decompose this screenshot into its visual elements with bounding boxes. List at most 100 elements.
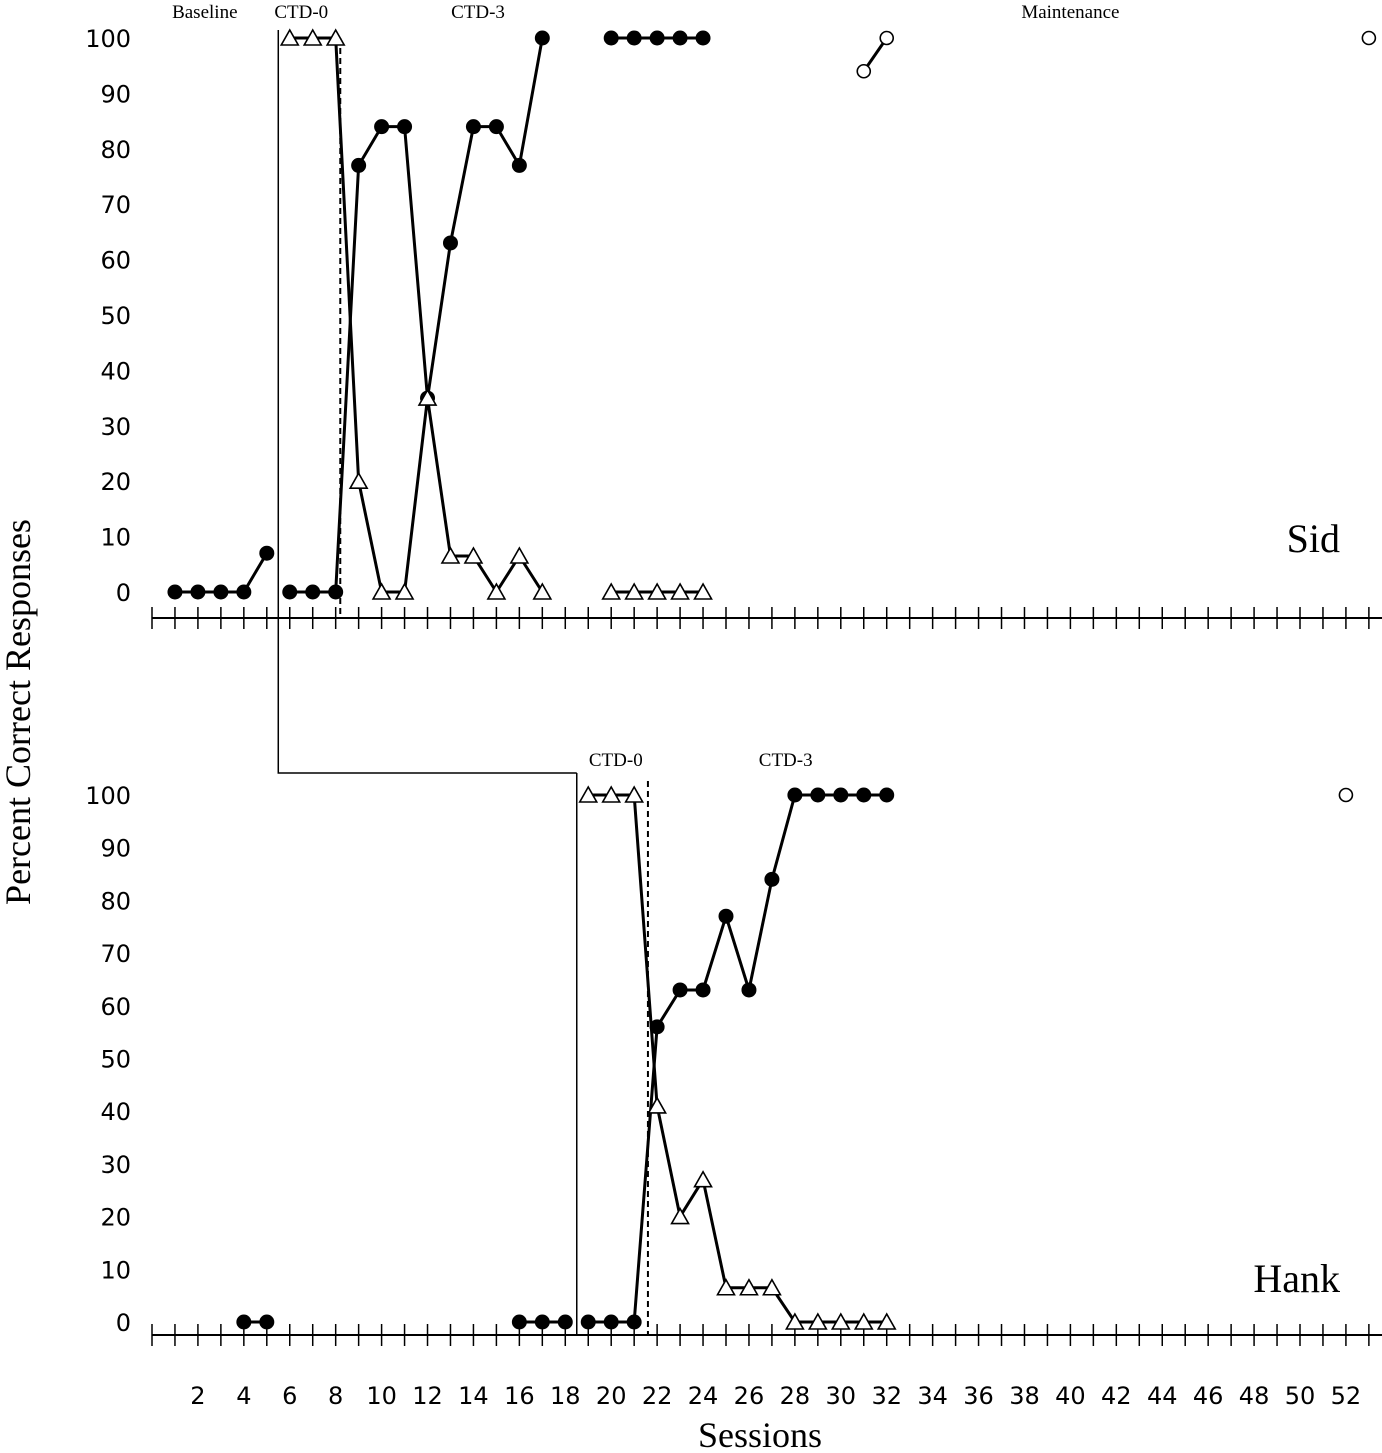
x-tick-label: 26 [734, 1382, 765, 1410]
data-point [672, 982, 688, 998]
data-point [532, 582, 553, 600]
x-tick-label: 16 [504, 1382, 535, 1410]
x-tick-label: 46 [1193, 1382, 1224, 1410]
series-line [289, 36, 544, 595]
data-point [259, 1314, 275, 1330]
participant-name: Hank [1253, 1256, 1340, 1301]
x-tick-label: 38 [1009, 1382, 1040, 1410]
x-tick-label: 34 [917, 1382, 948, 1410]
data-point [465, 119, 481, 135]
data-point [603, 30, 619, 46]
y-tick-label: 70 [100, 191, 131, 219]
phase-label: CTD-0 [274, 2, 328, 23]
phase-label: CTD-3 [759, 750, 813, 771]
data-point [440, 546, 461, 564]
data-point [325, 28, 346, 46]
data-point [351, 157, 367, 173]
x-tick-label: 20 [596, 1382, 627, 1410]
data-point [785, 1312, 805, 1330]
data-point [741, 982, 757, 998]
x-tick-label: 6 [282, 1382, 297, 1410]
phase-label: Maintenance [1021, 2, 1119, 23]
data-point [647, 1096, 667, 1114]
x-tick-label: 50 [1285, 1382, 1316, 1410]
data-point [879, 787, 895, 803]
y-tick-label: 0 [116, 1309, 131, 1337]
x-tick-label: 30 [826, 1382, 857, 1410]
series-line [588, 793, 887, 1324]
x-tick-label: 24 [688, 1382, 719, 1410]
series-circle-open [856, 30, 1377, 79]
data-point [856, 63, 872, 79]
phase-label: CTD-0 [589, 750, 643, 771]
y-tick-label: 90 [100, 80, 131, 108]
data-point [463, 546, 484, 564]
x-axis-title: Sessions [698, 1415, 822, 1453]
data-point [716, 1278, 736, 1296]
y-tick-label: 60 [100, 247, 131, 275]
x-tick-label: 42 [1101, 1382, 1132, 1410]
data-point [557, 1314, 573, 1330]
data-point [486, 582, 507, 600]
data-point [762, 1278, 782, 1296]
data-point [1361, 30, 1377, 46]
participant-name: Sid [1287, 516, 1340, 561]
phase-connector-line [277, 618, 577, 774]
data-point [764, 871, 780, 887]
data-point [488, 119, 504, 135]
series-circle-filled [167, 30, 711, 600]
data-point [442, 235, 458, 251]
x-tick-label: 48 [1239, 1382, 1270, 1410]
data-point [649, 1019, 665, 1035]
x-tick-label: 36 [963, 1382, 994, 1410]
y-tick-label: 20 [100, 468, 131, 496]
y-tick-label: 100 [85, 25, 131, 53]
y-tick-label: 20 [100, 1204, 131, 1232]
y-tick-label: 60 [100, 993, 131, 1021]
series-circle-filled [236, 787, 895, 1330]
data-point [810, 787, 826, 803]
y-tick-label: 80 [100, 887, 131, 915]
data-point [624, 582, 645, 600]
data-point [624, 785, 645, 803]
data-point [670, 1206, 690, 1225]
data-point [328, 584, 344, 600]
data-point [601, 582, 622, 600]
y-tick-label: 30 [100, 413, 131, 441]
y-tick-label: 70 [100, 940, 131, 968]
data-point [511, 157, 527, 173]
data-point [649, 30, 665, 46]
data-point [626, 1314, 642, 1330]
data-point [259, 545, 275, 561]
x-tick-label: 8 [328, 1382, 343, 1410]
data-point [374, 119, 390, 135]
y-tick-label: 50 [100, 302, 131, 330]
x-tick-label: 28 [780, 1382, 811, 1410]
y-tick-label: 90 [100, 835, 131, 863]
data-point [213, 584, 229, 600]
data-point [670, 582, 690, 600]
data-point [853, 1312, 874, 1330]
data-point [509, 546, 530, 564]
series-triangle-open [578, 785, 897, 1330]
x-tick-label: 12 [412, 1382, 443, 1410]
x-tick-label: 52 [1331, 1382, 1362, 1410]
data-point [511, 1314, 527, 1330]
data-point [305, 584, 321, 600]
data-point [371, 582, 392, 600]
data-point [190, 584, 206, 600]
series-circle-open [1338, 787, 1354, 803]
x-tick-label: 18 [550, 1382, 581, 1410]
data-point [397, 119, 413, 135]
data-point [603, 1314, 619, 1330]
x-tick-label: 2 [190, 1382, 205, 1410]
data-point [534, 30, 550, 46]
data-point [695, 982, 711, 998]
data-point [739, 1278, 759, 1296]
data-point [695, 30, 711, 46]
y-tick-label: 10 [100, 1256, 131, 1284]
y-tick-label: 80 [100, 136, 131, 164]
data-point [236, 1314, 252, 1330]
